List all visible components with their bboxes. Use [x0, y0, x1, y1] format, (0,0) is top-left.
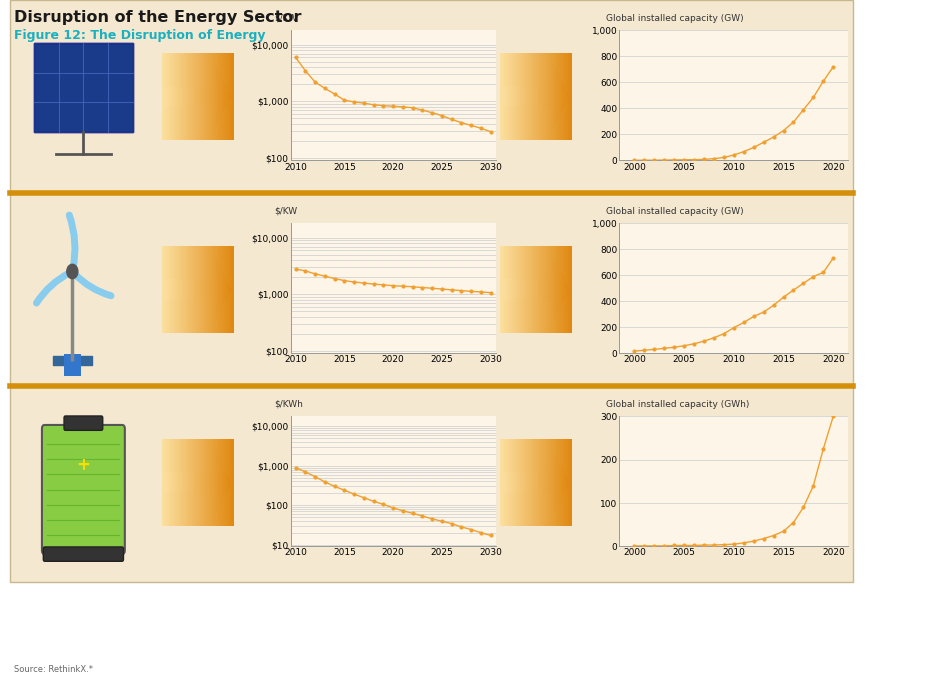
- Polygon shape: [164, 255, 231, 324]
- Text: $/KW: $/KW: [274, 14, 297, 22]
- Text: +: +: [76, 456, 90, 474]
- Polygon shape: [164, 447, 231, 517]
- Text: Figure 12:: Figure 12:: [14, 29, 86, 42]
- FancyBboxPatch shape: [33, 43, 133, 133]
- Text: Global installed capacity (GW): Global installed capacity (GW): [605, 14, 743, 22]
- Text: The Disruption of Energy: The Disruption of Energy: [86, 29, 265, 42]
- Text: Global installed capacity (GWh): Global installed capacity (GWh): [605, 399, 748, 408]
- Polygon shape: [502, 62, 569, 131]
- FancyBboxPatch shape: [42, 425, 125, 554]
- Text: $/KWh: $/KWh: [274, 399, 303, 408]
- Text: Global installed capacity (GW): Global installed capacity (GW): [605, 206, 743, 215]
- Polygon shape: [502, 447, 569, 517]
- Polygon shape: [502, 255, 569, 324]
- Polygon shape: [164, 62, 231, 131]
- FancyBboxPatch shape: [64, 416, 103, 431]
- FancyBboxPatch shape: [43, 547, 124, 561]
- Text: Disruption of the Energy Sector: Disruption of the Energy Sector: [14, 10, 302, 25]
- Text: $/KW: $/KW: [274, 206, 297, 215]
- Text: Source: RethinkX.*: Source: RethinkX.*: [14, 665, 93, 674]
- Circle shape: [67, 264, 78, 279]
- Bar: [64, 354, 81, 376]
